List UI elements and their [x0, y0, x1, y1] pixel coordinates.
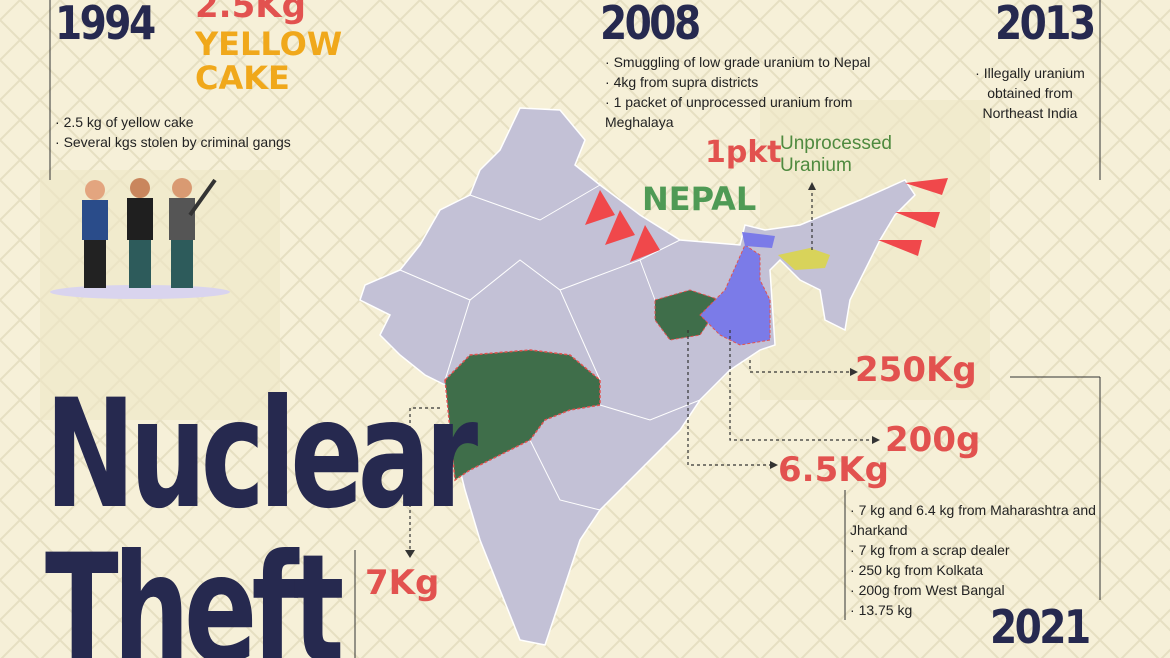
connectors — [409, 190, 872, 550]
gang-illustration — [82, 178, 217, 288]
bullet: 7 kg and 6.4 kg from Maharashtra and Jha… — [850, 500, 1100, 540]
bullet: 250 kg from Kolkata — [850, 560, 1100, 580]
bullet: 7 kg from a scrap dealer — [850, 540, 1100, 560]
bullet: Illegally uranium obtained from Northeas… — [960, 63, 1100, 123]
west-bengal — [699, 244, 771, 346]
arrow-heads — [405, 182, 880, 558]
north-bengal — [742, 232, 775, 248]
year: 2008 — [600, 0, 701, 50]
bullet-list: Smuggling of low grade uranium to Nepal … — [605, 52, 905, 132]
jharkhand — [654, 289, 721, 341]
bullet: 13.75 kg — [850, 600, 1100, 620]
shadow — [50, 285, 230, 299]
packet-label: Unprocessed Uranium — [780, 133, 892, 176]
amount: 7Kg — [365, 563, 440, 603]
bullet: 4kg from supra districts — [605, 72, 905, 92]
amount: 6.5Kg — [778, 450, 889, 490]
year: 1994 — [55, 0, 156, 50]
bullet-list: Illegally uranium obtained from Northeas… — [960, 63, 1100, 123]
bullet: 2.5 kg of yellow cake — [55, 112, 291, 132]
title: Theft — [45, 523, 344, 658]
label: CAKE — [195, 59, 290, 97]
bullet: Several kgs stolen by criminal gangs — [55, 132, 291, 152]
label: YELLOW — [195, 25, 343, 63]
amount: 250Kg — [855, 350, 977, 390]
bullet-list: 2.5 kg of yellow cake Several kgs stolen… — [55, 112, 291, 152]
bullet: 200g from West Bangal — [850, 580, 1100, 600]
amount: 200g — [885, 420, 981, 460]
india-map — [359, 107, 916, 646]
packet-amount: 1pkt — [705, 135, 782, 170]
bullet: 1 packet of unprocessed uranium from Meg… — [605, 92, 905, 132]
frame-lines — [49, 0, 1101, 658]
meghalaya — [778, 248, 830, 270]
bullet: Smuggling of low grade uranium to Nepal — [605, 52, 905, 72]
year: 2021 — [990, 600, 1091, 654]
arrows — [585, 178, 948, 262]
title: Nuclear — [45, 368, 478, 542]
nepal-label: NEPAL — [642, 180, 757, 218]
maharashtra — [444, 349, 601, 482]
bullet-list: 7 kg and 6.4 kg from Maharashtra and Jha… — [850, 500, 1100, 620]
amount: 2.5Kg — [195, 0, 306, 26]
year: 2013 — [995, 0, 1096, 50]
state-borders — [399, 184, 701, 511]
